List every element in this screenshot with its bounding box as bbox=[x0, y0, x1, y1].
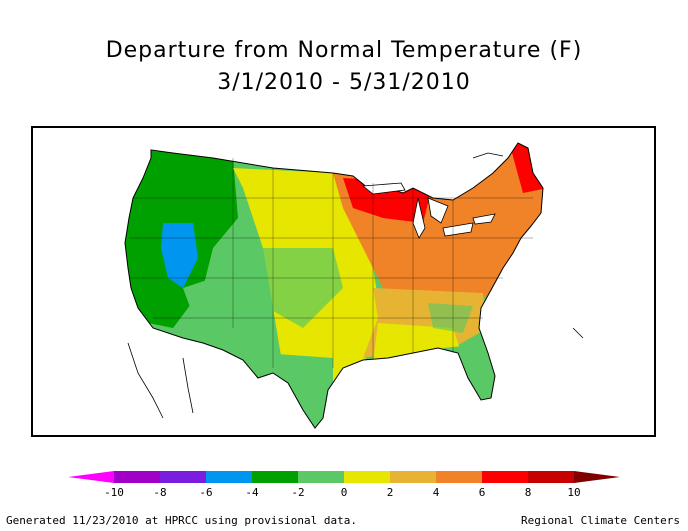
legend-tick-label: -8 bbox=[153, 486, 166, 499]
color-legend: -10 -8 -6 -4 -2 0 2 4 6 8 10 bbox=[68, 471, 620, 499]
great-lakes bbox=[361, 182, 496, 239]
legend-tick-label: 8 bbox=[525, 486, 532, 499]
legend-tick-label: -2 bbox=[291, 486, 304, 499]
legend-tick-label: 4 bbox=[433, 486, 440, 499]
map-date-range: 3/1/2010 - 5/31/2010 bbox=[217, 70, 471, 95]
us-outline bbox=[124, 142, 544, 429]
footer-attribution: Regional Climate Centers bbox=[521, 514, 680, 527]
legend-swatch bbox=[344, 471, 390, 483]
legend-tick-label: -10 bbox=[104, 486, 124, 499]
legend-swatch bbox=[160, 471, 206, 483]
legend-swatch bbox=[252, 471, 298, 483]
temperature-regions bbox=[125, 143, 543, 428]
legend-tick-label: 10 bbox=[567, 486, 580, 499]
legend-tick-label: 2 bbox=[387, 486, 394, 499]
legend-tick-label: 6 bbox=[479, 486, 486, 499]
neighbor-borders bbox=[127, 152, 584, 419]
legend-swatch bbox=[206, 471, 252, 483]
legend-swatch bbox=[436, 471, 482, 483]
legend-ticks: -10 -8 -6 -4 -2 0 2 4 6 8 10 bbox=[104, 486, 581, 499]
legend-swatch bbox=[482, 471, 528, 483]
us-temperature-map bbox=[124, 142, 584, 429]
legend-tick-label: -6 bbox=[199, 486, 212, 499]
legend-swatch bbox=[114, 471, 160, 483]
state-boundaries bbox=[129, 158, 533, 368]
legend-tick-label: 0 bbox=[341, 486, 348, 499]
map-title: Departure from Normal Temperature (F) bbox=[105, 38, 583, 63]
map-frame bbox=[31, 126, 656, 437]
legend-high-arrow bbox=[574, 471, 620, 483]
legend-tick-label: -4 bbox=[245, 486, 259, 499]
legend-swatch bbox=[528, 471, 574, 483]
legend-swatch bbox=[390, 471, 436, 483]
footer-generated-note: Generated 11/23/2010 at HPRCC using prov… bbox=[6, 514, 357, 527]
legend-low-arrow bbox=[68, 471, 114, 483]
legend-swatch bbox=[298, 471, 344, 483]
legend-bar bbox=[68, 471, 620, 483]
